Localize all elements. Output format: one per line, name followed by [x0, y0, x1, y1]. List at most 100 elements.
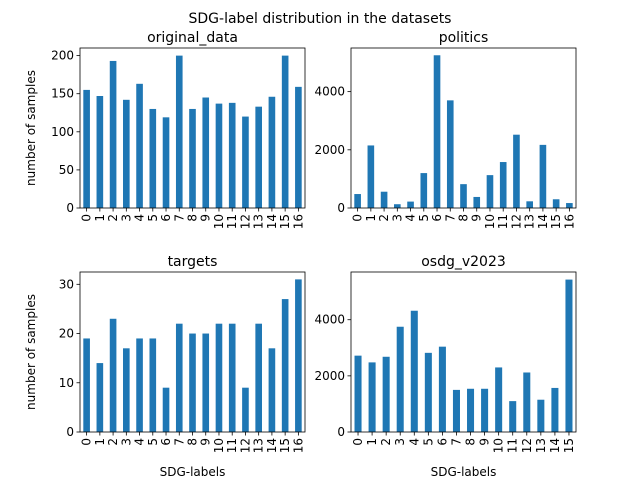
bar-4 — [410, 310, 418, 432]
bar-5 — [424, 352, 432, 432]
y-tick-label: 150 — [51, 87, 74, 101]
bar-1 — [96, 363, 104, 432]
bar-15 — [281, 299, 289, 432]
bar-7 — [175, 323, 183, 432]
x-axis-label: SDG-labels — [431, 465, 497, 479]
x-tick-label: 8 — [464, 438, 478, 446]
x-tick-label: 9 — [199, 438, 213, 446]
bar-13 — [255, 106, 262, 208]
y-tick-label: 4000 — [314, 85, 345, 99]
x-tick-label: 6 — [435, 438, 449, 446]
x-tick-label: 4 — [133, 214, 147, 222]
x-tick-label: 9 — [199, 214, 213, 222]
bar-7 — [446, 100, 454, 208]
x-tick-label: 14 — [548, 438, 562, 453]
bar-1 — [96, 96, 104, 208]
x-tick-label: 1 — [365, 438, 379, 446]
bar-1 — [368, 362, 376, 432]
x-tick-label: 6 — [430, 214, 444, 222]
subplot-title: targets — [168, 254, 218, 270]
bar-12 — [513, 134, 520, 208]
x-tick-label: 8 — [186, 214, 200, 222]
x-tick-label: 10 — [212, 438, 226, 453]
x-tick-label: 6 — [159, 214, 173, 222]
y-tick-label: 0 — [337, 425, 345, 439]
bar-10 — [486, 175, 494, 208]
y-tick-label: 4000 — [314, 313, 345, 327]
bar-0 — [354, 194, 361, 208]
x-tick-label: 9 — [470, 214, 484, 222]
bar-13 — [537, 399, 545, 432]
bar-14 — [268, 348, 276, 432]
y-tick-label: 0 — [66, 201, 74, 215]
x-tick-label: 14 — [265, 214, 279, 229]
bar-11 — [509, 401, 517, 432]
x-tick-label: 11 — [506, 438, 520, 453]
x-tick-label: 9 — [478, 438, 492, 446]
x-tick-label: 3 — [119, 438, 133, 446]
bar-4 — [136, 83, 143, 208]
bar-3 — [394, 204, 401, 208]
bar-13 — [255, 323, 262, 432]
bar-7 — [175, 55, 183, 209]
bar-7 — [452, 389, 460, 432]
bar-9 — [202, 97, 210, 208]
bar-0 — [83, 338, 90, 432]
bar-9 — [481, 388, 489, 432]
bar-14 — [539, 144, 547, 208]
x-tick-label: 2 — [106, 214, 120, 222]
bar-15 — [281, 55, 289, 209]
x-tick-label: 4 — [407, 438, 421, 446]
x-tick-label: 13 — [252, 214, 266, 229]
y-axis-label: number of samples — [24, 294, 38, 410]
bar-14 — [268, 96, 276, 208]
x-tick-label: 11 — [225, 438, 239, 453]
y-tick-label: 200 — [51, 49, 74, 63]
bar-16 — [295, 86, 302, 208]
x-tick-label: 12 — [238, 438, 252, 453]
x-tick-label: 5 — [421, 438, 435, 446]
x-tick-label: 0 — [80, 438, 94, 446]
x-tick-label: 5 — [146, 438, 160, 446]
bar-15 — [565, 279, 573, 432]
y-tick-label: 0 — [66, 425, 74, 439]
bar-12 — [242, 387, 249, 432]
y-tick-label: 10 — [59, 376, 74, 390]
x-tick-label: 10 — [212, 214, 226, 229]
x-tick-label: 16 — [291, 438, 305, 453]
x-tick-label: 15 — [562, 438, 576, 453]
x-tick-label: 16 — [291, 214, 305, 229]
x-tick-label: 13 — [534, 438, 548, 453]
x-tick-label: 5 — [417, 214, 431, 222]
x-tick-label: 10 — [483, 214, 497, 229]
x-tick-label: 7 — [449, 438, 463, 446]
x-tick-label: 4 — [133, 438, 147, 446]
x-tick-label: 1 — [93, 438, 107, 446]
x-tick-label: 15 — [549, 214, 563, 229]
bar-15 — [552, 199, 560, 208]
x-tick-label: 3 — [119, 214, 133, 222]
bar-6 — [433, 55, 441, 208]
x-tick-label: 10 — [492, 438, 506, 453]
x-tick-label: 2 — [106, 438, 120, 446]
x-tick-label: 12 — [509, 214, 523, 229]
y-tick-label: 2000 — [314, 143, 345, 157]
bar-10 — [215, 323, 223, 432]
bar-13 — [526, 201, 533, 208]
y-tick-label: 30 — [59, 277, 74, 291]
y-tick-label: 2000 — [314, 369, 345, 383]
x-tick-label: 11 — [225, 214, 239, 229]
bar-2 — [109, 318, 117, 432]
x-tick-label: 14 — [265, 438, 279, 453]
y-tick-label: 0 — [337, 201, 345, 215]
x-tick-label: 11 — [496, 214, 510, 229]
bar-16 — [566, 203, 573, 208]
bar-6 — [162, 387, 170, 432]
bar-5 — [149, 338, 157, 432]
x-tick-label: 12 — [520, 438, 534, 453]
